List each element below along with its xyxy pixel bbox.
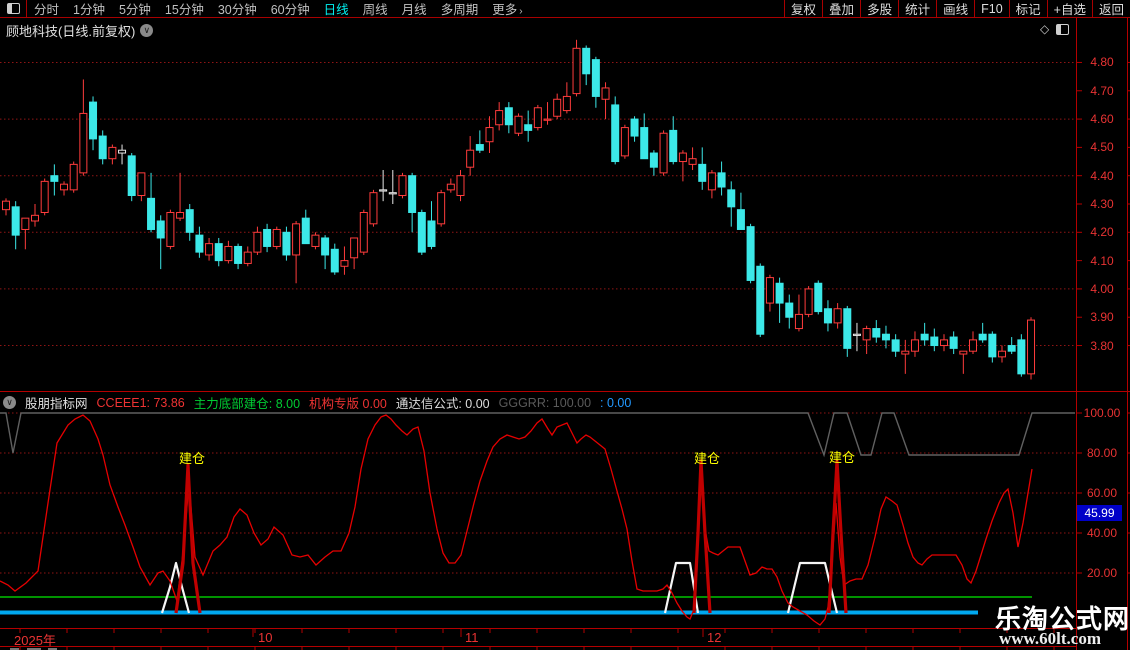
nav-item-0[interactable]: 分时 xyxy=(34,3,60,17)
indicator-header: ∨ 股朋指标网 CCEEE1: 73.86 主力底部建仓: 8.00 机构专版 0.0… xyxy=(3,395,632,411)
nav-item-5[interactable]: 60分钟 xyxy=(270,3,310,17)
nav-tool-6[interactable]: 标记 xyxy=(1008,0,1047,17)
price-axis-label: 4.40 xyxy=(1090,168,1114,183)
indicator-axis-label: 60.00 xyxy=(1086,486,1118,500)
price-axis-label: 4.20 xyxy=(1090,225,1114,240)
nav-item-2[interactable]: 5分钟 xyxy=(118,3,151,17)
clipped-row-artifact xyxy=(10,648,19,650)
price-axis-label: 4.00 xyxy=(1090,281,1114,296)
indicator-axis-label: 20.00 xyxy=(1086,566,1118,580)
watermark-site-url: www.60lt.com xyxy=(999,629,1101,648)
chevron-right-icon: › xyxy=(519,6,523,17)
symbol-title-row[interactable]: 顾地科技(日线.前复权) ∨ xyxy=(6,21,154,40)
top-nav-bar: 分时 1分钟 5分钟 15分钟 30分钟 60分钟 日线 周线 月线 多周期 更多 › 复权 叠加 多股统… xyxy=(0,0,1130,18)
nav-tool-1[interactable]: 叠加 xyxy=(822,0,860,17)
indicator-header-item-6: : 0.00 xyxy=(600,395,632,410)
period-menu: 分时 1分钟 5分钟 15分钟 30分钟 60分钟 日线 周线 月线 多周期 更多 › xyxy=(27,0,530,18)
price-axis-label: 4.30 xyxy=(1090,197,1114,211)
nav-item-1[interactable]: 1分钟 xyxy=(73,3,105,17)
nav-item-4[interactable]: 30分钟 xyxy=(217,3,257,17)
watermark-site-name: 乐淘公式网 xyxy=(995,604,1130,634)
layout-toggle-button[interactable] xyxy=(0,0,27,17)
chevron-down-icon[interactable]: ∨ xyxy=(140,24,154,37)
nav-tool-3[interactable]: 统计 xyxy=(898,0,936,17)
collapse-indicator-icon[interactable]: ∨ xyxy=(3,396,16,409)
price-axis-label: 4.80 xyxy=(1090,55,1114,70)
nav-tool-7[interactable]: +自选 xyxy=(1046,0,1092,17)
price-axis-label: 4.10 xyxy=(1090,253,1114,268)
nav-item-6[interactable]: 日线 xyxy=(323,3,349,17)
tool-menu: 复权 叠加 多股 统计 画线 F10 标记 +自选 返回 xyxy=(784,0,1130,17)
nav-tool-5[interactable]: F10 xyxy=(974,0,1009,17)
nav-tool-4[interactable]: 画线 xyxy=(936,0,974,17)
time-axis-label: 11 xyxy=(465,630,479,645)
jiancang-signal-label: 建仓 xyxy=(179,451,206,466)
indicator-header-item-0: 股朋指标网 xyxy=(25,397,88,411)
price-axis-label: 3.80 xyxy=(1090,338,1114,353)
indicator-header-item-2: 主力底部建仓: 8.00 xyxy=(193,397,301,411)
price-axis-label: 3.90 xyxy=(1090,310,1114,325)
price-axis-label: 4.70 xyxy=(1090,83,1114,98)
highlighted-value-badge: 45.99 xyxy=(1077,505,1122,521)
indicator-axis-label: 100.00 xyxy=(1083,406,1121,420)
diamond-icon[interactable]: ◇ xyxy=(1040,22,1050,36)
nav-item-10[interactable]: 更多 › xyxy=(492,3,523,17)
indicator-axis-label: 40.00 xyxy=(1086,526,1118,540)
nav-item-8[interactable]: 月线 xyxy=(401,3,427,17)
price-axis-label: 4.60 xyxy=(1090,112,1114,127)
chart-corner-tools: ◇ xyxy=(1040,22,1070,36)
indicator-header-item-5: GGGRR: 100.00 xyxy=(498,395,592,410)
jiancang-signal-label: 建仓 xyxy=(694,451,721,466)
time-axis-label: 2025年 xyxy=(14,633,56,648)
nav-tool-2[interactable]: 多股 xyxy=(860,0,898,17)
nav-tool-0[interactable]: 复权 xyxy=(784,0,822,17)
nav-item-3[interactable]: 15分钟 xyxy=(164,3,204,17)
time-axis-label: 10 xyxy=(258,630,273,645)
nav-item-9[interactable]: 多周期 xyxy=(440,3,479,17)
nav-tool-8[interactable]: 返回 xyxy=(1091,0,1130,17)
clipped-row-artifact xyxy=(27,648,41,650)
indicator-header-item-4: 通达信公式: 0.00 xyxy=(395,397,490,411)
panel-layout-icon[interactable] xyxy=(1056,23,1070,35)
jiancang-signal-label: 建仓 xyxy=(829,450,856,465)
price-axis-label: 4.50 xyxy=(1090,140,1114,155)
indicator-axis-label: 80.00 xyxy=(1086,446,1118,460)
indicator-header-item-1: CCEEE1: 73.86 xyxy=(96,395,185,410)
nav-item-7[interactable]: 周线 xyxy=(362,3,388,17)
panel-layout-icon xyxy=(6,3,20,14)
time-axis-label: 12 xyxy=(707,630,722,645)
page-title: 顾地科技(日线.前复权) xyxy=(6,24,136,39)
clipped-row-artifact xyxy=(48,648,57,650)
indicator-header-item-3: 机构专版 0.00 xyxy=(309,397,387,411)
